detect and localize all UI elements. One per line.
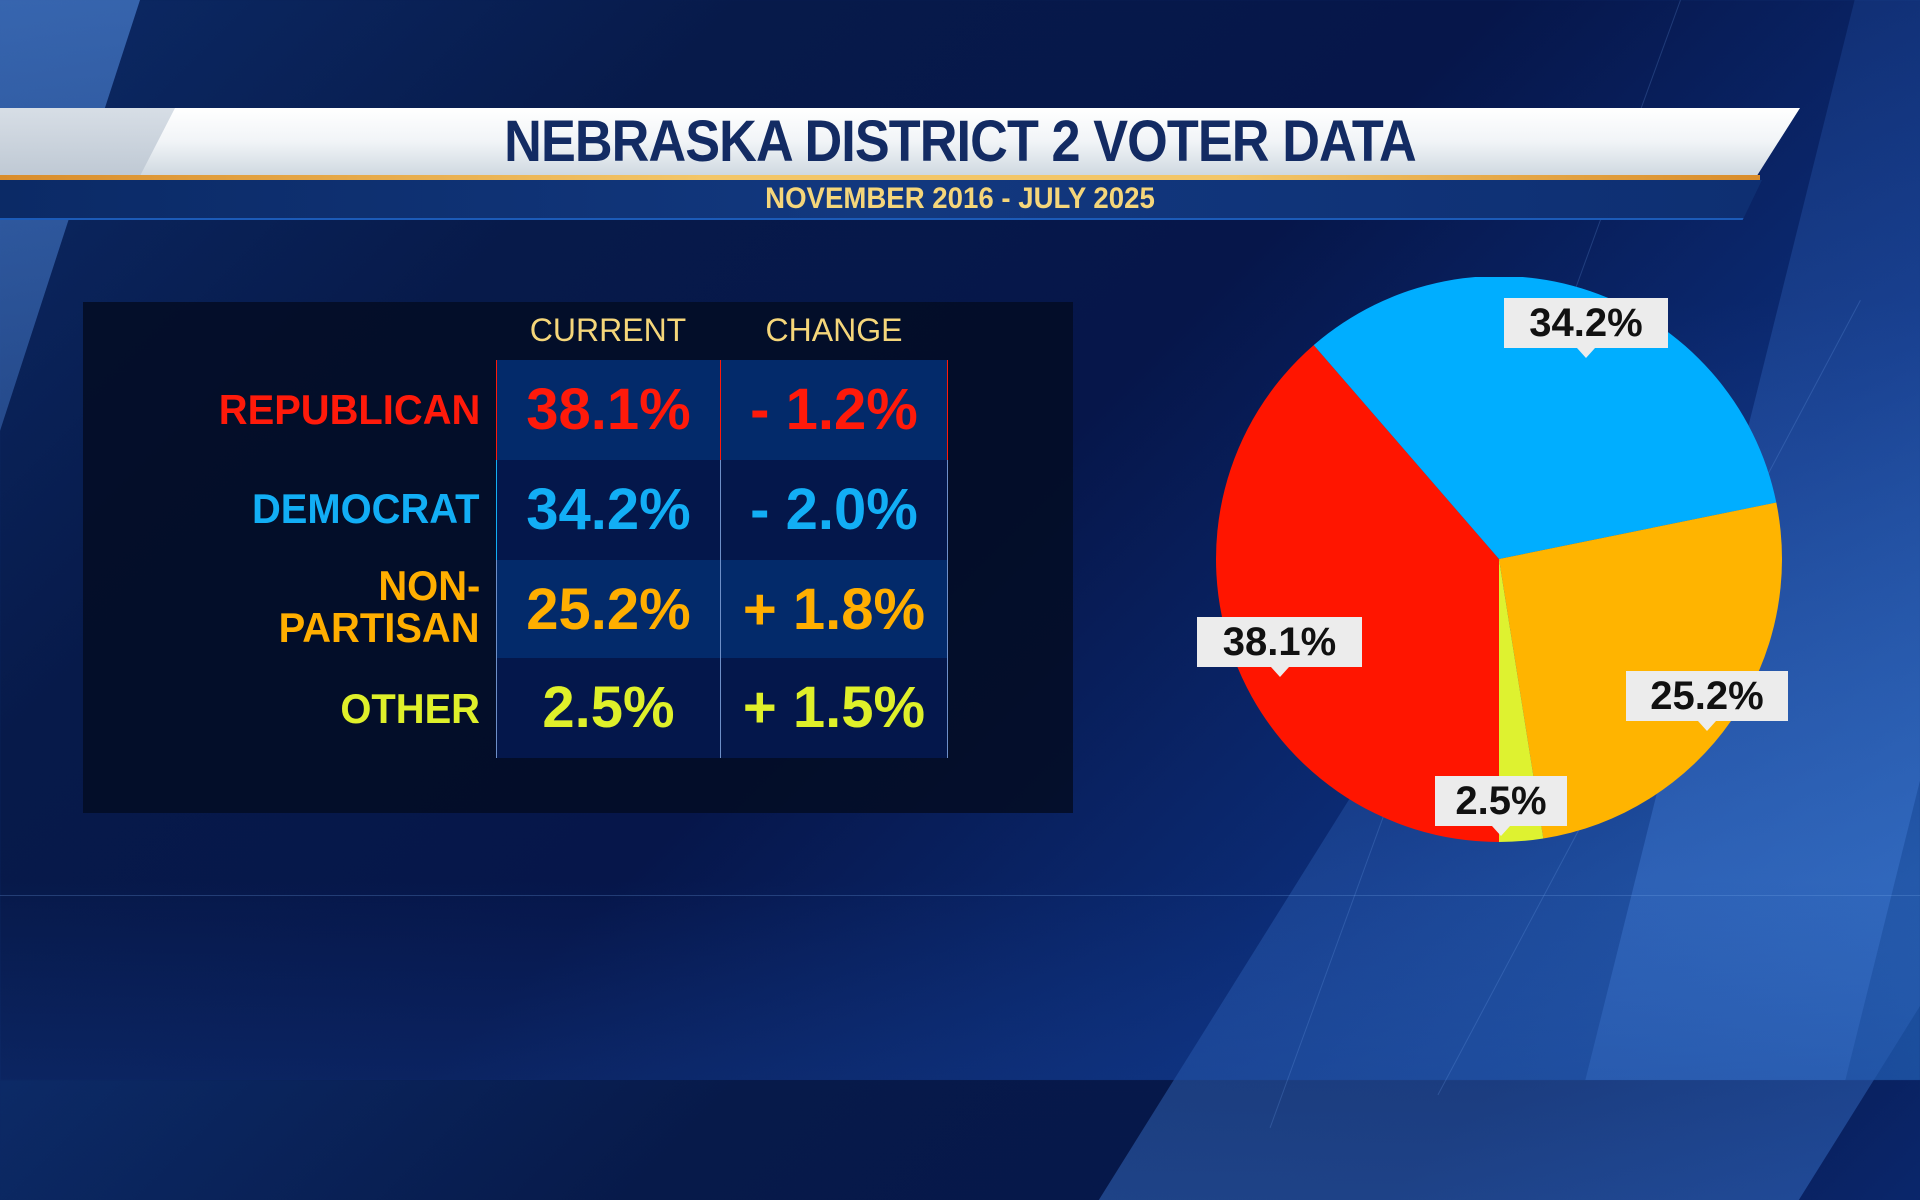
pie-chart	[1215, 277, 1782, 842]
cell-democrat-change: - 2.0%	[720, 460, 948, 560]
pie-label-nonpartisan: 25.2%	[1626, 671, 1788, 731]
cell-republican-current: 38.1%	[496, 360, 720, 460]
row-label-nonpartisan-line2: PARTISAN	[279, 604, 480, 651]
title-stripe	[0, 175, 1760, 180]
cell-other-current: 2.5%	[496, 658, 720, 758]
page-title: NEBRASKA DISTRICT 2 VOTER DATA	[504, 109, 1417, 174]
cell-other-change: + 1.5%	[720, 658, 948, 758]
background-line	[0, 895, 1920, 896]
row-label-republican: REPUBLICAN	[218, 386, 480, 433]
cell-nonpartisan-current: 25.2%	[496, 560, 720, 660]
pie-slice-other	[1499, 559, 1544, 842]
column-header-current: CURRENT	[529, 312, 687, 348]
cell-democrat-current: 34.2%	[496, 460, 720, 560]
pie-slice-republican	[1215, 345, 1499, 842]
cell-nonpartisan-change: + 1.8%	[720, 560, 948, 660]
column-header-change: CHANGE	[765, 312, 903, 348]
subtitle-band	[0, 180, 1762, 220]
cell-republican-change: - 1.2%	[720, 360, 948, 460]
pie-label-republican: 38.1%	[1197, 617, 1362, 677]
pie-slice-nonpartisan	[1499, 502, 1782, 839]
title-banner	[0, 108, 1800, 176]
row-label-democrat: DEMOCRAT	[252, 485, 480, 532]
title-banner-accent	[0, 108, 175, 176]
background-glow	[0, 880, 1920, 1080]
row-label-nonpartisan-line1: NON-	[378, 562, 480, 609]
row-label-other: OTHER	[340, 685, 480, 732]
page-subtitle: NOVEMBER 2016 - JULY 2025	[765, 182, 1155, 215]
pie-label-other: 2.5%	[1435, 776, 1567, 836]
pie-label-democrat: 34.2%	[1504, 298, 1668, 358]
